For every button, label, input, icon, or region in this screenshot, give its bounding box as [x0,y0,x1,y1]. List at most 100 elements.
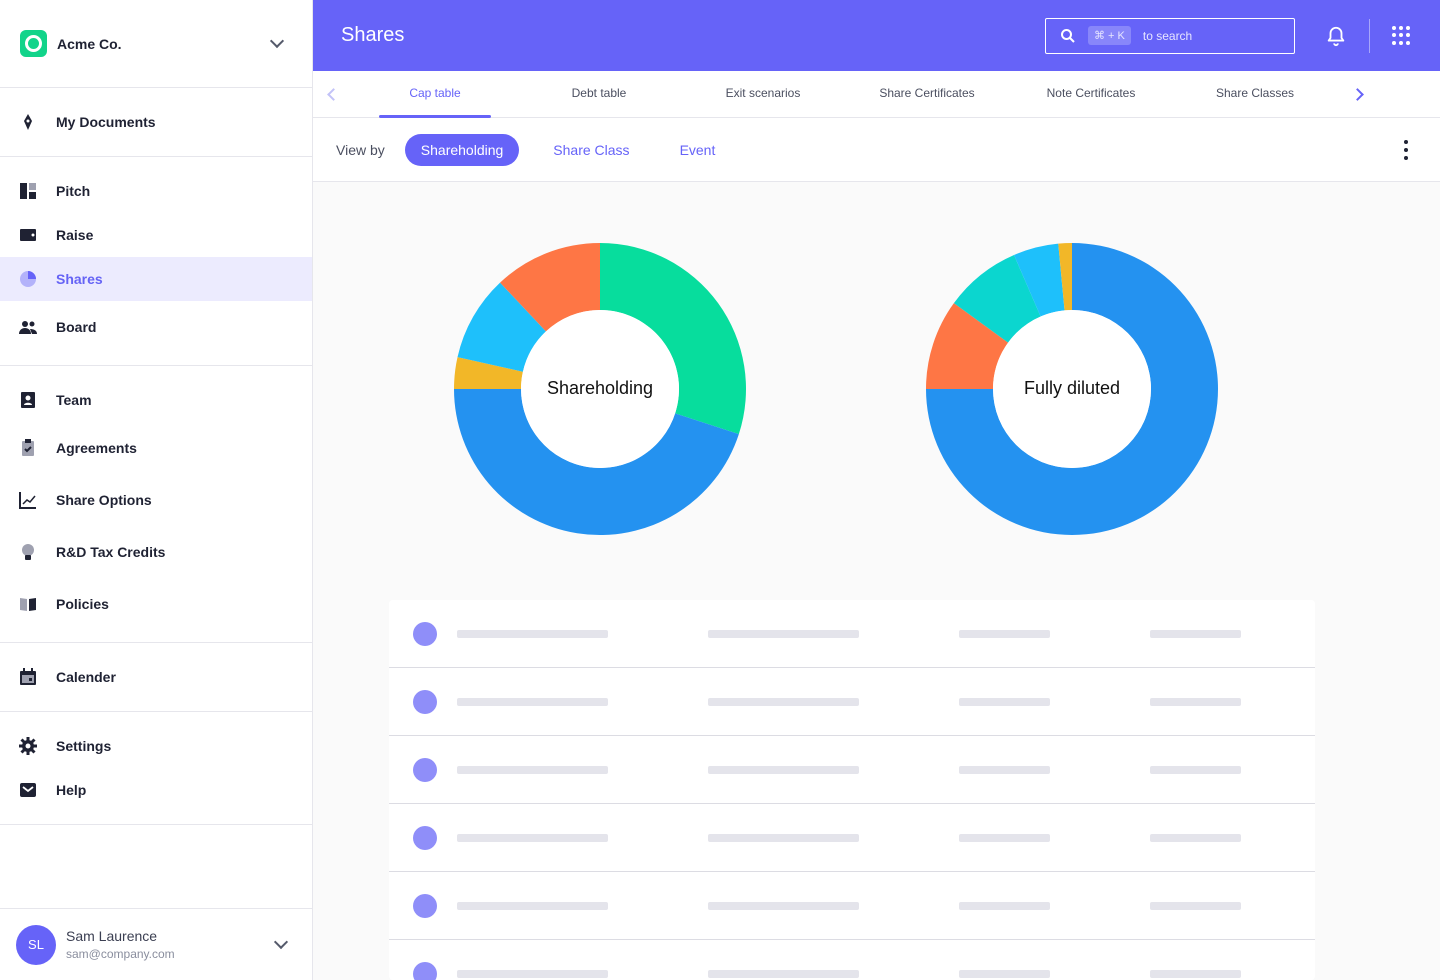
cell-placeholder [457,765,608,774]
tab-scroll-right-button[interactable] [1337,87,1377,101]
user-menu[interactable]: SL Sam Laurence sam@company.com [0,908,312,980]
bell-icon[interactable] [1325,25,1347,47]
dashboard-icon [18,181,38,201]
sidebar-item-shares[interactable]: Shares [0,257,312,301]
cell-placeholder [1150,833,1241,842]
search-icon [1061,28,1075,43]
sidebar-item-label: Share Options [56,492,152,508]
view-by-shareholding-button[interactable]: Shareholding [404,133,520,166]
cell-placeholder [1150,629,1241,638]
donut-slice [953,255,1041,343]
user-email: sam@company.com [66,947,175,961]
sidebar-item-label: Policies [56,596,109,612]
lightbulb-icon [18,542,38,562]
donut-slice [1058,243,1072,311]
sidebar-item-pitch[interactable]: Pitch [0,169,312,213]
table-row[interactable] [389,804,1315,872]
tab-scroll-left-button[interactable] [313,87,353,101]
view-by-share-class-button[interactable]: Share Class [553,141,630,158]
cell-placeholder [457,901,608,910]
sidebar-group: My Documents [0,88,312,157]
row-avatar-placeholder [413,757,437,782]
sidebar-item-share-options[interactable]: Share Options [0,474,312,526]
org-logo [20,30,47,57]
chevron-down-icon[interactable] [273,934,289,949]
pen-nib-icon [18,112,38,132]
sidebar-item-agreements[interactable]: Agreements [0,422,312,474]
search-shortcut: ⌘ + K [1088,26,1131,45]
tab-share-classes[interactable]: Share Classes [1215,85,1295,100]
table-row[interactable] [389,940,1315,980]
donut-slice [926,243,1218,535]
tab-exit-scenarios[interactable]: Exit scenarios [725,85,801,100]
sidebar-nav: My Documents Pitch Raise Shares Board Team Agr… [0,88,312,825]
search-input[interactable]: ⌘ + K to search [1045,17,1295,54]
sidebar-item-settings[interactable]: Settings [0,724,312,768]
sidebar-group: Pitch Raise Shares Board [0,157,312,366]
cell-placeholder [959,969,1050,978]
view-by-bar: View by Shareholding Share Class Event [313,118,1440,182]
donut-slice [600,243,746,435]
clipboard-check-icon [18,438,38,458]
chevron-right-icon [1350,87,1364,101]
chevron-left-icon [326,87,340,101]
table-row[interactable] [389,872,1315,940]
donut-hole [993,310,1151,468]
sidebar-item-calender[interactable]: Calender [0,655,312,699]
donut-slice [500,243,600,332]
cell-placeholder [457,697,608,706]
sidebar-item-team[interactable]: Team [0,378,312,422]
divider [1369,18,1370,53]
org-switcher[interactable]: Acme Co. [0,0,312,88]
wallet-icon [18,225,38,245]
gear-icon [18,736,38,756]
chart-title: Shareholding [546,378,654,398]
tab-debt-table[interactable]: Debt table [571,85,627,100]
view-by-options: Shareholding Share Class Event [404,133,750,166]
sidebar-item-policies[interactable]: Policies [0,578,312,630]
table-row[interactable] [389,736,1315,804]
sidebar-item-label: Board [56,319,97,335]
sidebar-item-r-d-tax-credits[interactable]: R&D Tax Credits [0,526,312,578]
row-avatar-placeholder [413,825,437,850]
row-avatar-placeholder [413,689,437,714]
cell-placeholder [708,969,859,978]
cell-placeholder [457,833,608,842]
chevron-down-icon[interactable] [269,33,285,48]
more-options-icon[interactable] [1404,140,1408,160]
org-name: Acme Co. [57,35,122,52]
cell-placeholder [959,629,1050,638]
sidebar-item-label: Pitch [56,183,91,199]
cell-placeholder [1150,969,1241,978]
apps-grid-icon[interactable] [1392,25,1412,46]
cap-table [389,600,1315,980]
sidebar-item-label: My Documents [56,114,156,130]
tab-share-certificates[interactable]: Share Certificates [879,85,975,100]
cell-placeholder [959,697,1050,706]
donut-slice [454,357,523,389]
row-avatar-placeholder [413,893,437,918]
tab-note-certificates[interactable]: Note Certificates [1046,85,1136,100]
cell-placeholder [708,833,859,842]
row-avatar-placeholder [413,961,437,980]
cell-placeholder [708,901,859,910]
sidebar-item-help[interactable]: Help [0,768,312,812]
tab-cap-table[interactable]: Cap table [353,71,517,118]
sidebar-group: Settings Help [0,712,312,825]
donut-slice [926,303,1009,389]
view-by-label: View by [336,141,385,158]
table-row[interactable] [389,600,1315,668]
sidebar-item-label: Agreements [56,440,137,456]
sidebar-group: Team Agreements Share Options R&D Tax Credi… [0,366,312,643]
sidebar-item-my-documents[interactable]: My Documents [0,100,312,144]
fully-diluted-donut-svg [926,243,1218,535]
table-row[interactable] [389,668,1315,736]
sidebar-item-raise[interactable]: Raise [0,213,312,257]
sidebar-item-label: Help [56,782,87,798]
view-by-event-button[interactable]: Event [679,141,716,158]
sidebar-item-board[interactable]: Board [0,301,312,353]
cell-placeholder [708,629,859,638]
cell-placeholder [708,697,859,706]
cell-placeholder [959,901,1050,910]
shareholding-donut-svg [454,243,746,535]
